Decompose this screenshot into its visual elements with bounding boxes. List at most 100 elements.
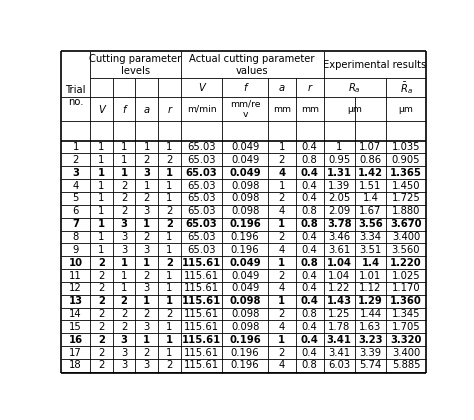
Text: Experimental results: Experimental results — [323, 60, 427, 70]
Text: 1.42: 1.42 — [358, 168, 383, 178]
Text: 3.560: 3.560 — [392, 245, 420, 255]
Text: 1: 1 — [144, 181, 150, 191]
Text: 115.61: 115.61 — [182, 335, 221, 345]
Text: 0.098: 0.098 — [231, 194, 259, 203]
Text: 1.880: 1.880 — [392, 206, 420, 216]
Text: 0.196: 0.196 — [231, 360, 259, 370]
Text: 0.098: 0.098 — [229, 296, 261, 306]
Text: 3: 3 — [144, 322, 150, 332]
Text: 1: 1 — [166, 270, 173, 281]
Text: 0.4: 0.4 — [302, 322, 318, 332]
Text: 1.220: 1.220 — [390, 257, 422, 268]
Text: 3: 3 — [72, 168, 79, 178]
Text: 1: 1 — [120, 168, 128, 178]
Text: 1: 1 — [278, 335, 285, 345]
Text: 2.05: 2.05 — [328, 194, 350, 203]
Text: f: f — [122, 105, 126, 115]
Text: 3.51: 3.51 — [359, 245, 382, 255]
Text: 0.4: 0.4 — [302, 181, 318, 191]
Text: 2: 2 — [279, 155, 285, 165]
Text: 1: 1 — [98, 232, 105, 242]
Text: 2: 2 — [279, 232, 285, 242]
Text: 1: 1 — [279, 142, 285, 152]
Text: 0.049: 0.049 — [229, 257, 261, 268]
Text: 3.41: 3.41 — [327, 335, 352, 345]
Text: 0.4: 0.4 — [302, 245, 318, 255]
Text: 1: 1 — [166, 194, 173, 203]
Text: 0.95: 0.95 — [328, 155, 350, 165]
Text: 115.61: 115.61 — [184, 348, 219, 357]
Text: 1.4: 1.4 — [361, 257, 380, 268]
Text: 0.8: 0.8 — [302, 155, 318, 165]
Text: 65.03: 65.03 — [187, 206, 216, 216]
Text: V: V — [198, 83, 205, 93]
Text: 0.4: 0.4 — [302, 232, 318, 242]
Text: 0.049: 0.049 — [231, 155, 259, 165]
Text: 7: 7 — [72, 219, 79, 229]
Text: 0.4: 0.4 — [301, 296, 319, 306]
Text: 4: 4 — [73, 181, 79, 191]
Text: V: V — [98, 105, 105, 115]
Text: 0.8: 0.8 — [302, 206, 318, 216]
Text: 115.61: 115.61 — [184, 360, 219, 370]
Text: 2: 2 — [166, 360, 173, 370]
Text: 2: 2 — [144, 155, 150, 165]
Text: 65.03: 65.03 — [187, 232, 216, 242]
Text: 1: 1 — [166, 284, 173, 293]
Text: r: r — [308, 83, 312, 93]
Text: 1.07: 1.07 — [359, 142, 382, 152]
Text: 4: 4 — [279, 284, 285, 293]
Text: 0.098: 0.098 — [231, 322, 259, 332]
Text: 1.67: 1.67 — [359, 206, 382, 216]
Text: 2: 2 — [144, 348, 150, 357]
Text: 3: 3 — [120, 219, 128, 229]
Text: 0.049: 0.049 — [231, 284, 259, 293]
Text: 1: 1 — [143, 296, 150, 306]
Text: 5.885: 5.885 — [392, 360, 420, 370]
Text: 0.4: 0.4 — [301, 168, 319, 178]
Text: 65.03: 65.03 — [187, 194, 216, 203]
Text: 0.098: 0.098 — [231, 181, 259, 191]
Text: μm: μm — [399, 105, 413, 114]
Text: 0.196: 0.196 — [231, 348, 259, 357]
Text: 1.725: 1.725 — [392, 194, 420, 203]
Text: 1: 1 — [166, 335, 173, 345]
Text: 0.098: 0.098 — [231, 309, 259, 319]
Text: 11: 11 — [69, 270, 82, 281]
Text: 1.39: 1.39 — [328, 181, 350, 191]
Text: 1: 1 — [121, 142, 127, 152]
Text: 1: 1 — [278, 296, 285, 306]
Text: 1.29: 1.29 — [358, 296, 383, 306]
Text: 0.8: 0.8 — [302, 309, 318, 319]
Text: 2: 2 — [98, 284, 105, 293]
Text: 0.86: 0.86 — [359, 155, 382, 165]
Text: 2: 2 — [98, 360, 105, 370]
Text: 1.63: 1.63 — [359, 322, 382, 332]
Text: 115.61: 115.61 — [182, 257, 221, 268]
Text: r: r — [167, 105, 171, 115]
Text: 9: 9 — [73, 245, 79, 255]
Text: 2: 2 — [144, 309, 150, 319]
Text: 4: 4 — [279, 245, 285, 255]
Text: 0.196: 0.196 — [229, 219, 261, 229]
Text: 2: 2 — [121, 194, 127, 203]
Text: 1.035: 1.035 — [392, 142, 420, 152]
Text: a: a — [279, 83, 285, 93]
Text: Cutting parameter
levels: Cutting parameter levels — [89, 54, 182, 76]
Text: 3.34: 3.34 — [359, 232, 382, 242]
Text: 0.196: 0.196 — [231, 245, 259, 255]
Text: 2: 2 — [121, 309, 127, 319]
Text: 1: 1 — [278, 219, 285, 229]
Text: 1.365: 1.365 — [390, 168, 422, 178]
Text: m/min: m/min — [187, 105, 216, 114]
Text: 1: 1 — [278, 257, 285, 268]
Text: 0.098: 0.098 — [231, 206, 259, 216]
Text: 1: 1 — [98, 194, 105, 203]
Text: 2.09: 2.09 — [328, 206, 350, 216]
Text: 1.43: 1.43 — [327, 296, 352, 306]
Text: 2: 2 — [98, 348, 105, 357]
Text: 2: 2 — [166, 155, 173, 165]
Text: 1: 1 — [98, 181, 105, 191]
Text: 1: 1 — [166, 181, 173, 191]
Text: 1.345: 1.345 — [392, 309, 420, 319]
